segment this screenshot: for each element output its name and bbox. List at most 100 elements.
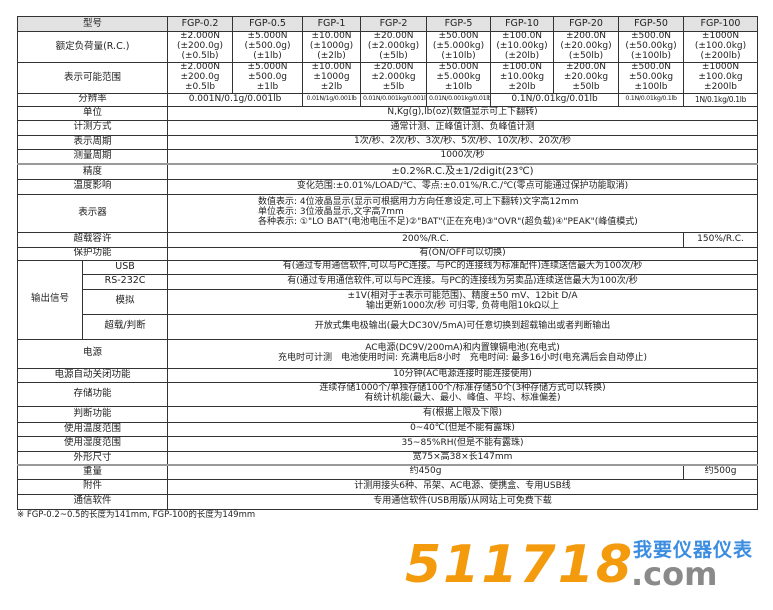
accuracy-value: ±0.2%R.C.及±1/2digit(23℃) (167, 163, 759, 180)
measure-period-value: 1000次/秒 (167, 148, 759, 165)
power-row: 电源 AC电源(DC9V/200mA)和内置镍镉电池(充电式) 充电时可计测 电池… (16, 338, 759, 369)
watermark-domain: .com (631, 555, 718, 593)
display-period-row: 表示周期 1次/秒、2次/秒、3次/秒、5次/秒、10次/秒、20次/秒 (16, 134, 759, 150)
weight-row: 重量 约450g 约500g (16, 464, 759, 480)
header-row: 型号 FGP-0.2 FGP-0.5 FGP-1 FGP-2 FGP-5 FGP… (16, 16, 759, 32)
model-header: FGP-20 (553, 16, 620, 32)
judge-output-row: 超载/判断 开放式集电极输出(最大DC30V/5mA)可任意切换到超载输出或者判… (18, 313, 759, 340)
method-value: 通常计测、正峰值计测、负峰值计测 (167, 119, 759, 136)
model-header: FGP-0.5 (232, 16, 304, 32)
model-header: FGP-2 (360, 16, 428, 32)
overload-row: 超载容许 200%/R.C. 150%/R.C. (16, 231, 759, 248)
rated-load-cell: ±1000N (±100.0kg) (±200lb) (683, 31, 759, 63)
row-label: 单位 (16, 105, 169, 121)
row-label: 温度影响 (16, 178, 169, 195)
accessories-value: 计测用接头6种、吊架、AC电源、便携盒、专用USB线 (167, 478, 759, 495)
humidity-range-value: 35~85%RH(但是不能有露珠) (167, 435, 759, 452)
row-label: 表示周期 (16, 134, 169, 150)
auto-off-row: 电源自动关闭功能 10分钟(AC电源连接时能连接使用) (16, 367, 759, 383)
row-label: 电源自动关闭功能 (16, 367, 169, 383)
row-label: 额定负荷量(R.C.) (16, 31, 169, 63)
rated-load-cell: ±2.000N (±200.0g) (±0.5lb) (167, 31, 234, 63)
model-header: FGP-5 (426, 16, 492, 32)
protection-value: 有(ON/OFF可以切换) (167, 246, 759, 261)
rated-load-row: 额定负荷量(R.C.) ±2.000N (±200.0g) (±0.5lb) ±5.… (16, 31, 759, 63)
display-range-cell: ±100.0N ±10.00kg ±20lb (490, 62, 555, 94)
unit-row: 单位 N,Kg(g),lb(oz)(数值显示可上下翻转) (16, 105, 759, 121)
software-value: 专用通信软件(USB用版)从网站上可免费下载 (167, 493, 759, 510)
model-header: FGP-50 (618, 16, 685, 32)
resolution-row: 分辨率 0.001N/0.1g/0.001lb 0.01N/1g/0.001lb… (16, 92, 759, 107)
rated-load-cell: ±50.00N (±5.000kg) (±10lb) (426, 31, 492, 63)
resolution-cell: 0.1N/0.01kg/0.1lb (618, 92, 685, 107)
row-label: 存储功能 (16, 381, 169, 407)
spec-table: 型号 FGP-0.2 FGP-0.5 FGP-1 FGP-2 FGP-5 FGP… (16, 16, 759, 510)
usb-row: 输出信号 USB 有(通过专用通信软件,可以与PC连接。与PC的连接线为标准配件… (17, 259, 759, 340)
rated-load-cell: ±100.0N (±10.00kg) (±20lb) (490, 31, 555, 63)
accessories-row: 附件 计测用接头6种、吊架、AC电源、便携盒、专用USB线 (16, 478, 759, 495)
watermark-logo: 511718 我要仪器仪表 .com (405, 535, 765, 595)
display-range-cell: ±500.0N ±50.00kg ±100lb (618, 62, 685, 94)
rated-load-cell: ±5.000N (±500.0g) (±1lb) (232, 31, 304, 63)
model-header: FGP-1 (302, 16, 362, 32)
rs232c-value: 有(通过专用通信软件,可以与PC连接。与PC的连接线为另卖品)连续送信最大为10… (167, 273, 759, 290)
row-label: 电源 (16, 338, 169, 369)
resolution-cell: 0.01N/0.001kg/0.001lb (360, 92, 428, 107)
rated-load-cell: ±200.0N (±20.00kg) (±50lb) (553, 31, 620, 63)
row-label: 表示可能范围 (16, 62, 169, 94)
usb-value: 有(通过专用通信软件,可以与PC连接。与PC的连接线为标准配件)连续送信最大为1… (167, 259, 759, 275)
display-period-value: 1次/秒、2次/秒、3次/秒、5次/秒、10次/秒、20次/秒 (167, 134, 759, 150)
row-label: 使用温度范围 (16, 421, 169, 437)
row-label: 计测方式 (16, 119, 169, 136)
overload-value: 200%/R.C. (167, 231, 685, 248)
model-header: FGP-100 (683, 16, 759, 32)
model-header: FGP-0.2 (167, 16, 234, 32)
storage-value: 连续存储1000个/单独存储100个/标准存储50个(3种存储方式可以转换) 有统… (167, 381, 759, 407)
unit-value: N,Kg(g),lb(oz)(数值显示可上下翻转) (167, 105, 759, 121)
row-label: 分辨率 (16, 92, 169, 107)
row-label: 使用湿度范围 (16, 435, 169, 452)
display-row: 表示器 数值表示: 4位液晶显示(显示可根据用力方向任意设定,可上下翻转)文字高… (16, 193, 759, 233)
rated-load-cell: ±10.00N (±1000g) (±2lb) (302, 31, 362, 63)
rated-load-cell: ±20.00N (±2.000kg) (±5lb) (360, 31, 428, 63)
dimensions-value: 宽75×高38×长147mm (167, 450, 759, 466)
accuracy-row: 精度 ±0.2%R.C.及±1/2digit(23℃) (16, 163, 759, 180)
analog-row: 模拟 ±1V(相对于±表示可能范围)、精度±50 mV、12bit D/A 输出更… (18, 288, 759, 315)
sub-label: 模拟 (81, 288, 169, 315)
resolution-cell: 0.01N/1g/0.001lb (302, 92, 362, 107)
sub-label: 超载/判断 (81, 313, 169, 340)
power-value: AC电源(DC9V/200mA)和内置镍镉电池(充电式) 充电时可计测 电池使用时… (167, 338, 759, 369)
auto-off-value: 10分钟(AC电源连接时能连接使用) (167, 367, 759, 383)
row-label: 判断功能 (16, 405, 169, 423)
row-label: 输出信号 (17, 259, 83, 340)
display-value: 数值表示: 4位液晶显示(显示可根据用力方向任意设定,可上下翻转)文字高12mm… (167, 193, 759, 233)
resolution-cell: 0.1N/0.01kg/0.01lb (490, 92, 620, 107)
resolution-cell: 0.01N/0.001kg/0.01lb (426, 92, 492, 107)
model-header: FGP-10 (490, 16, 555, 32)
temp-range-row: 使用温度范围 0~40℃(但是不能有露珠) (16, 421, 759, 437)
software-row: 通信软件 专用通信软件(USB用版)从网站上可免费下载 (16, 493, 759, 510)
footnote: ※ FGP-0.2~0.5的长度为141mm, FGP-100的长度为149mm (17, 510, 256, 520)
row-label: 超载容许 (16, 231, 169, 248)
sub-label: USB (81, 259, 169, 275)
temp-effect-value: 变化范围:±0.01%/LOAD/℃、零点:±0.01%/R.C./℃(零点可能… (167, 178, 759, 195)
display-range-cell: ±50.00N ±5.000kg ±10lb (426, 62, 492, 94)
row-label: 精度 (16, 163, 169, 180)
row-label: 保护功能 (16, 246, 169, 261)
display-range-row: 表示可能范围 ±2.000N ±200.0g ±0.5lb ±5.000N ±500.… (16, 62, 759, 94)
resolution-cell: 1N/0.1kg/0.1lb (683, 92, 759, 107)
watermark-cn: 我要仪器仪表 (633, 539, 754, 561)
weight-value: 约450g (167, 464, 685, 480)
judge-func-value: 有(根据上限及下限) (167, 405, 759, 423)
protection-row: 保护功能 有(ON/OFF可以切换) (16, 246, 759, 261)
header-label: 型号 (16, 16, 169, 32)
display-range-cell: ±200.0N ±20.00kg ±50lb (553, 62, 620, 94)
row-label: 重量 (16, 464, 169, 480)
judge-output-value: 开放式集电极输出(最大DC30V/5mA)可任意切换到超载输出或者判断输出 (167, 313, 759, 340)
temp-range-value: 0~40℃(但是不能有露珠) (167, 421, 759, 437)
temp-effect-row: 温度影响 变化范围:±0.01%/LOAD/℃、零点:±0.01%/R.C./℃… (16, 178, 759, 195)
row-label: 表示器 (16, 193, 169, 233)
row-label: 附件 (16, 478, 169, 495)
display-range-cell: ±2.000N ±200.0g ±0.5lb (167, 62, 234, 94)
humidity-range-row: 使用湿度范围 35~85%RH(但是不能有露珠) (16, 435, 759, 452)
